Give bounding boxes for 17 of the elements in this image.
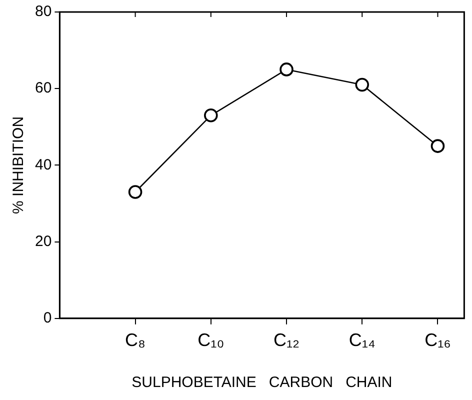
point <box>128 185 142 199</box>
x-tick-label: C₁₆ <box>424 330 451 350</box>
point <box>280 62 294 76</box>
y-tick-label: 60 <box>34 80 52 97</box>
x-tick-label: C₁₄ <box>348 330 376 350</box>
x-tick-label: C₈ <box>125 330 146 350</box>
y-tick-label: 20 <box>34 232 52 250</box>
point <box>204 108 218 122</box>
y-tick-label: 40 <box>34 156 52 174</box>
point <box>430 139 445 153</box>
y-axis-title: % INHIBITION <box>10 116 28 214</box>
x-tick-label: C₁₂ <box>273 330 300 350</box>
x-axis-title: SULPHOBETAINE CARBON CHAIN <box>132 374 392 392</box>
y-tick-label: 80 <box>34 3 52 20</box>
point <box>355 78 370 92</box>
y-tick-label: 0 <box>43 310 52 327</box>
x-tick-label: C₁₀ <box>198 330 224 350</box>
